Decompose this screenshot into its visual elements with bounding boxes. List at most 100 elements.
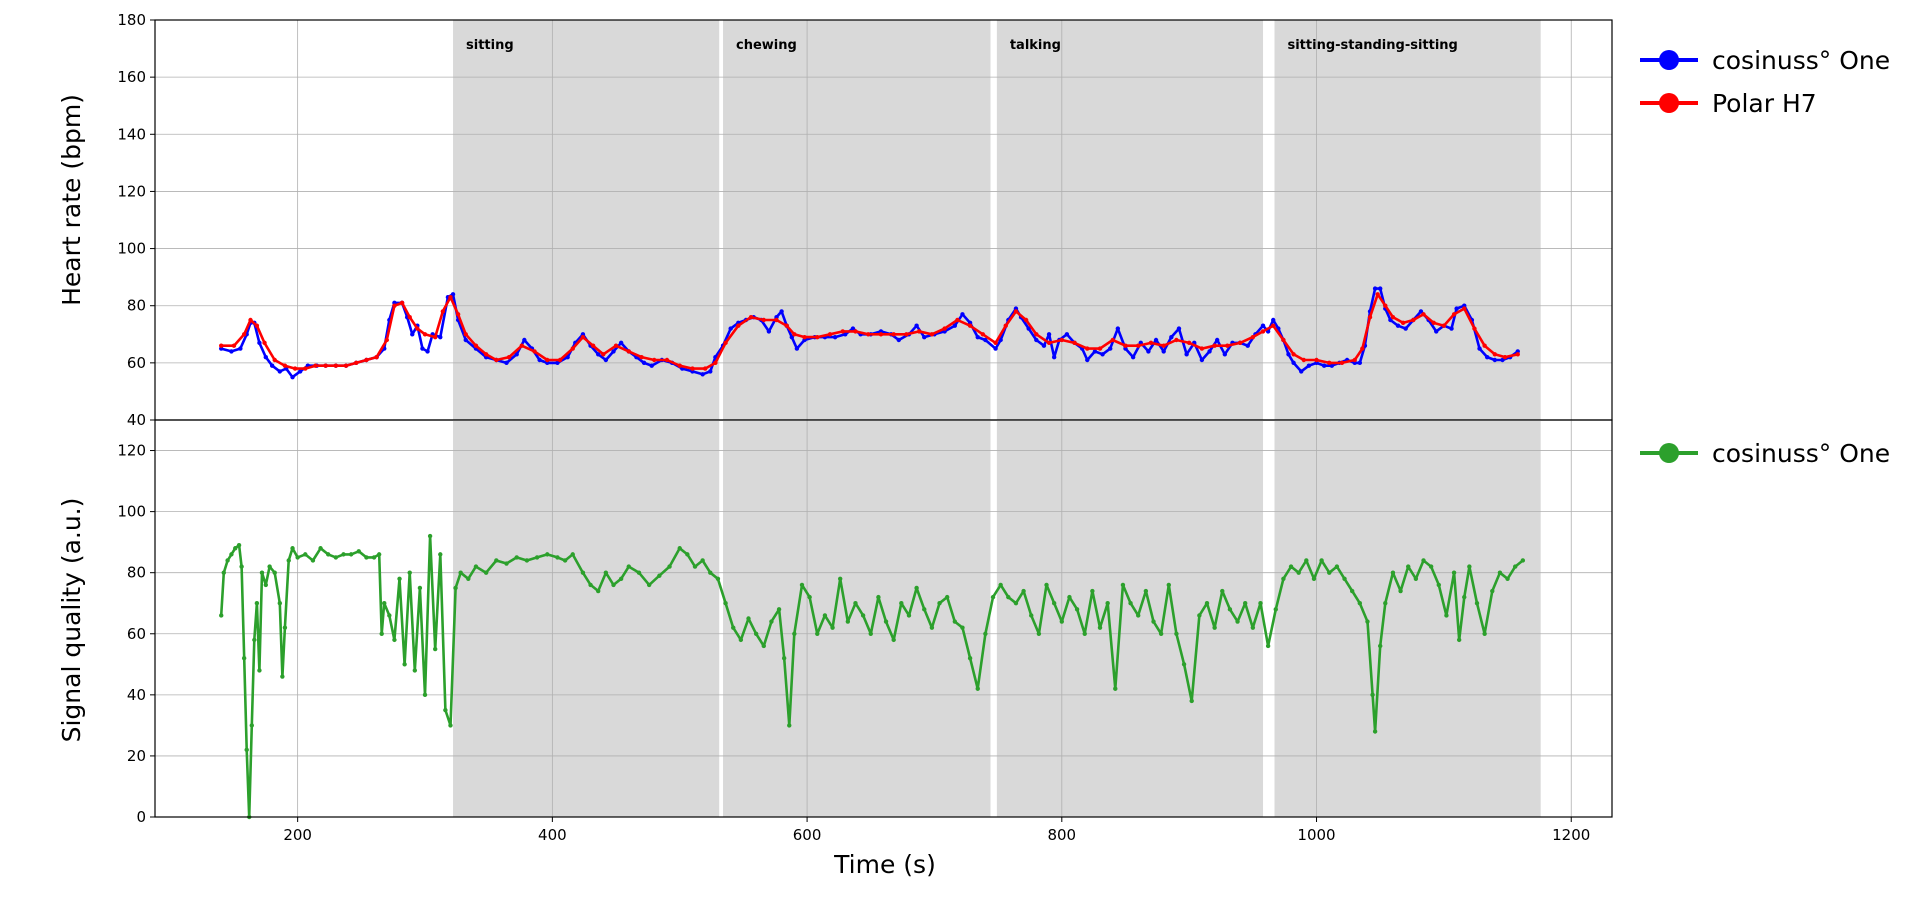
data-point: [596, 352, 601, 357]
legend-signal-quality: cosinuss° One: [1640, 439, 1890, 468]
data-point: [1113, 686, 1118, 691]
data-point: [815, 631, 820, 636]
data-point: [1085, 346, 1090, 351]
data-point: [473, 343, 479, 348]
y-tick-label: 40: [127, 686, 146, 704]
data-point: [1444, 613, 1449, 618]
phase-band-3: [1274, 420, 1541, 817]
data-point: [1271, 317, 1276, 323]
data-point: [906, 613, 912, 618]
legend-marker: [1659, 50, 1679, 70]
x-tick-label: 600: [793, 826, 822, 844]
data-point: [736, 323, 741, 328]
data-point: [443, 707, 448, 713]
data-point: [1130, 354, 1136, 360]
data-point: [723, 601, 728, 606]
data-point: [802, 334, 807, 340]
axes-frame: [154, 419, 1613, 818]
data-point: [1250, 334, 1256, 340]
data-point: [993, 346, 998, 351]
data-point: [1092, 349, 1098, 354]
data-point: [1034, 337, 1039, 343]
data-point: [1413, 576, 1419, 581]
data-point: [603, 570, 609, 575]
data-point: [1321, 363, 1327, 368]
data-point: [387, 613, 392, 618]
data-point: [853, 601, 858, 606]
data-point: [1400, 320, 1406, 326]
data-point: [267, 564, 272, 569]
data-point: [618, 576, 624, 581]
data-point: [840, 329, 845, 334]
data-point: [1041, 343, 1047, 348]
data-point: [1237, 340, 1243, 346]
data-point: [455, 312, 461, 317]
data-point: [1097, 625, 1103, 630]
data-point: [448, 723, 453, 728]
data-point: [646, 582, 652, 588]
data-point: [1462, 594, 1467, 600]
data-point: [410, 332, 415, 337]
data-point: [1421, 312, 1426, 317]
data-point: [233, 546, 238, 551]
legend-marker: [1659, 443, 1679, 463]
data-point: [955, 317, 960, 323]
data-point: [784, 323, 789, 328]
data-point: [1434, 329, 1439, 334]
data-point: [532, 349, 537, 354]
data-point: [779, 309, 784, 314]
data-point: [1357, 360, 1363, 366]
data-point: [657, 573, 662, 578]
data-point: [1260, 329, 1266, 334]
data-point: [1243, 601, 1248, 606]
data-point: [537, 357, 542, 363]
data-point: [1474, 601, 1480, 606]
data-point: [1197, 613, 1202, 618]
y-tick-label: 80: [127, 564, 146, 582]
data-point: [850, 326, 856, 331]
data-point: [769, 619, 774, 624]
data-point: [422, 332, 428, 337]
data-point: [853, 329, 858, 334]
data-point: [611, 582, 616, 588]
data-point: [1288, 564, 1294, 569]
data-point: [239, 564, 244, 569]
data-point: [432, 646, 438, 652]
data-point: [303, 366, 308, 371]
y-axis-label-heart-rate: Heart rate (bpm): [57, 94, 86, 306]
data-point: [914, 323, 919, 328]
y-tick-label: 140: [117, 125, 146, 143]
data-point: [922, 607, 927, 612]
x-tick-label: 1000: [1297, 826, 1335, 844]
data-point: [1378, 643, 1383, 649]
data-point: [384, 337, 389, 343]
data-point: [1174, 631, 1179, 636]
data-point: [438, 552, 443, 557]
data-point: [463, 332, 468, 337]
data-point: [1181, 662, 1187, 667]
data-point: [282, 625, 288, 630]
data-point: [1108, 346, 1113, 351]
data-point: [438, 334, 443, 340]
data-point: [1286, 352, 1291, 357]
data-point: [397, 576, 402, 581]
data-point: [1186, 340, 1192, 346]
data-point: [565, 354, 570, 360]
data-point: [263, 354, 269, 360]
data-point: [1403, 326, 1408, 331]
data-point: [323, 363, 328, 368]
data-point: [252, 637, 257, 643]
data-point: [1281, 576, 1286, 581]
data-point: [341, 552, 346, 557]
x-tick-label: 1200: [1552, 826, 1590, 844]
data-point: [415, 326, 420, 331]
x-tick-label: 200: [283, 826, 312, 844]
data-point: [652, 357, 657, 363]
data-point: [1372, 729, 1378, 734]
data-point: [1046, 332, 1052, 337]
data-point: [866, 332, 871, 337]
data-point: [1342, 576, 1347, 581]
data-point: [832, 334, 838, 340]
data-point: [731, 625, 736, 630]
data-point: [236, 543, 242, 548]
